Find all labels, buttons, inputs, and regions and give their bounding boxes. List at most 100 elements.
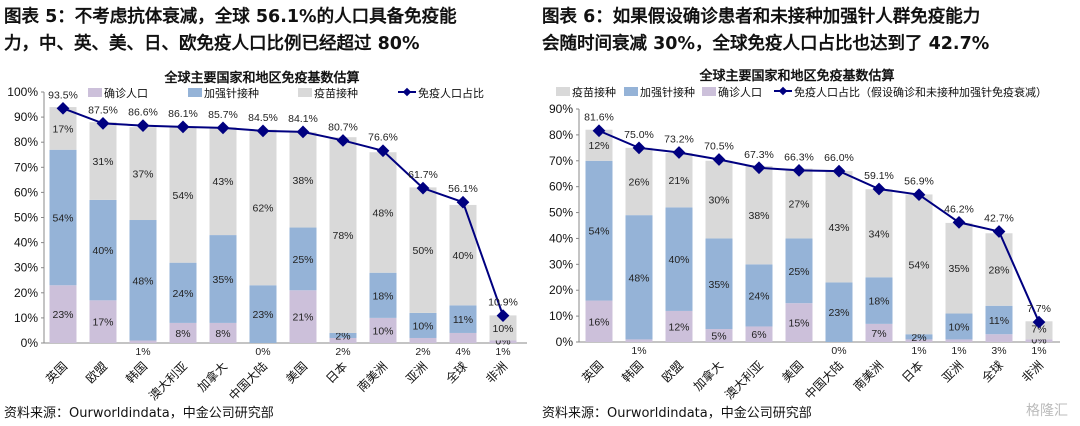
chart1-segment-label: 1%	[135, 346, 150, 358]
chart1-line-data-label: 80.7%	[328, 121, 358, 133]
chart2-segment-label: 54%	[908, 259, 929, 271]
chart2-legend-swatch	[702, 87, 716, 96]
chart1-bar-segment	[409, 312, 437, 338]
chart1-segment-label: 1%	[495, 346, 510, 358]
chart2-bar-segment	[945, 222, 973, 314]
chart1-segment-label: 23%	[252, 309, 273, 321]
chart1-segment-label: 10%	[492, 323, 513, 335]
chart1-x-tick-label: 全球	[443, 359, 471, 387]
chart1-segment-label: 8%	[175, 328, 190, 340]
chart2-segment-label: 12%	[588, 140, 609, 152]
chart1-bar-segment	[409, 187, 437, 313]
chart2-x-tick-label: 日本	[899, 358, 926, 385]
chart1-segment-label: 4%	[455, 346, 470, 358]
chart2-bar-segment	[705, 238, 733, 330]
chart2-bar-segment	[865, 323, 893, 342]
chart2-legend-swatch	[624, 87, 638, 96]
chart2-x-tick-label: 中国大陆	[802, 358, 847, 403]
chart1-line-data-label: 84.5%	[248, 112, 278, 124]
chart2-segment-label: 12%	[668, 321, 689, 333]
chart1-line-marker	[296, 125, 310, 139]
chart1-segment-label: 24%	[172, 288, 193, 300]
chart2-bar-segment	[665, 207, 693, 311]
chart1-segment-label: 40%	[92, 245, 113, 257]
chart1-y-tick-label: 60%	[14, 185, 38, 199]
chart1-y-tick-label: 70%	[14, 160, 38, 174]
right-heading: 图表 6：如果假设确诊患者和未接种加强针人群免疫能力 会随时间衰减 30%，全球…	[542, 4, 1072, 58]
chart2-y-tick-label: 60%	[549, 180, 573, 194]
chart2-segment-label: 1%	[951, 345, 966, 357]
chart1-line-data-label: 85.7%	[208, 109, 238, 121]
chart1-x-tick-label: 欧盟	[83, 359, 110, 386]
chart2-bar-segment	[625, 339, 653, 342]
chart1-segment-label: 62%	[252, 202, 273, 214]
chart1-bar-segment	[289, 132, 317, 228]
chart1-bar-segment	[249, 129, 277, 286]
chart2-line-data-label: 59.1%	[864, 170, 894, 182]
chart2-segment-label: 27%	[788, 198, 809, 210]
chart2-segment-label: 28%	[988, 265, 1009, 277]
chart1-legend-label: 疫苗接种	[314, 86, 358, 100]
chart2-bar-segment	[585, 160, 613, 301]
chart1-bar-segment	[409, 337, 437, 343]
chart2-segment-label: 0%	[831, 345, 846, 357]
chart2-legend-label: 免疫人口占比（假设确诊和未接种加强针免疫衰减）	[794, 85, 1047, 99]
chart1-line-data-label: 10.9%	[488, 297, 518, 309]
chart1-segment-label: 37%	[132, 169, 153, 181]
chart2-segment-label: 43%	[828, 222, 849, 234]
chart2-segment-label: 6%	[751, 329, 766, 341]
chart1-bar-segment	[169, 262, 197, 323]
chart1-x-tick-label: 澳大利亚	[146, 359, 190, 403]
chart2-bar-segment	[745, 326, 773, 342]
chart1-line-data-label: 61.7%	[408, 169, 438, 181]
chart2-segment-label: 16%	[588, 316, 609, 328]
chart1-segment-label: 10%	[372, 325, 393, 337]
chart1-bar-segment	[329, 337, 357, 343]
chart1-x-tick-label: 加拿大	[194, 359, 230, 395]
chart2-segment-label: 11%	[989, 315, 1009, 327]
chart2-line-data-label: 66.0%	[824, 152, 854, 164]
chart1-title: 全球主要国家和地区免疫基数估算	[163, 70, 359, 85]
chart1-line-data-label: 86.6%	[128, 107, 158, 119]
chart2-segment-label: 1%	[1031, 345, 1046, 357]
chart1-segment-label: 48%	[132, 275, 153, 287]
chart2-segment-label: 25%	[788, 266, 809, 278]
chart2-line-data-label: 73.2%	[664, 133, 694, 145]
chart2-line-series	[598, 129, 1040, 323]
chart1-legend-swatch	[298, 88, 312, 97]
chart1-legend-marker	[402, 87, 412, 97]
chart2-x-tick-label: 全球	[979, 358, 1007, 386]
chart2-bar-segment	[705, 329, 733, 342]
chart2-segment-label: 23%	[828, 307, 849, 319]
chart2-segment-label: 30%	[708, 195, 729, 207]
chart1-legend-label: 加强针接种	[204, 86, 259, 100]
chart1-line-data-label: 84.1%	[288, 113, 318, 125]
chart2-bar-segment	[905, 339, 933, 342]
chart1-y-tick-label: 100%	[7, 85, 38, 99]
chart2-bar-segment	[745, 165, 773, 265]
chart1-x-tick-label: 日本	[323, 359, 350, 386]
chart1-segment-label: 50%	[412, 245, 433, 257]
chart1-y-tick-label: 30%	[14, 261, 38, 275]
chart1-line-data-label: 76.6%	[368, 132, 398, 144]
chart2-x-tick-label: 欧盟	[659, 358, 686, 385]
chart2-segment-label: 5%	[711, 331, 726, 343]
chart1-y-tick-label: 20%	[14, 286, 38, 300]
chart2-bar-segment	[865, 189, 893, 278]
chart1-segment-label: 38%	[292, 175, 313, 187]
chart1-segment-label: 54%	[172, 190, 193, 202]
chart2-bar-segment	[625, 215, 653, 340]
chart1-line-data-label: 87.5%	[88, 104, 118, 116]
chart2-legend-label: 疫苗接种	[572, 85, 616, 99]
chart2-y-tick-label: 80%	[549, 128, 573, 142]
chart1-bar-segment	[249, 285, 277, 343]
right-heading-line1: 图表 6：如果假设确诊患者和未接种加强针人群免疫能力	[542, 7, 981, 27]
chart2-bar-segment	[945, 313, 973, 340]
chart2-segment-label: 2%	[911, 332, 926, 344]
chart1-y-tick-label: 50%	[14, 211, 38, 225]
chart2-y-tick-label: 30%	[549, 257, 573, 271]
chart2-y-tick-label: 90%	[549, 102, 573, 116]
chart1-y-tick-label: 10%	[14, 311, 38, 325]
chart1-x-tick-label: 美国	[283, 359, 310, 386]
chart1-line-marker	[456, 195, 470, 209]
